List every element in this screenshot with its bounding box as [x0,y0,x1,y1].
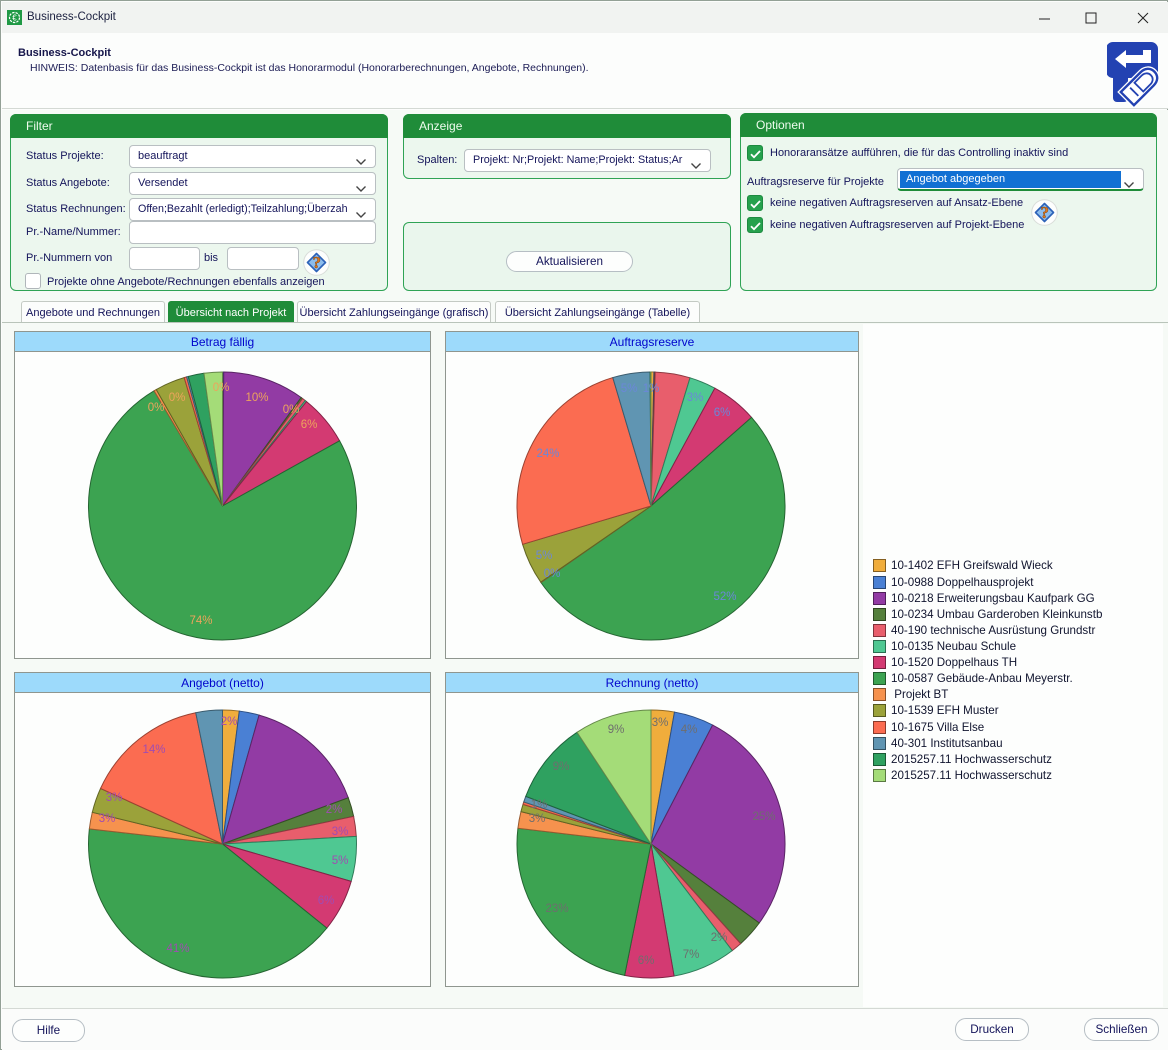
svg-text:?: ? [1041,203,1050,222]
svg-text:?: ? [313,253,322,272]
svg-text:€: € [12,13,17,22]
